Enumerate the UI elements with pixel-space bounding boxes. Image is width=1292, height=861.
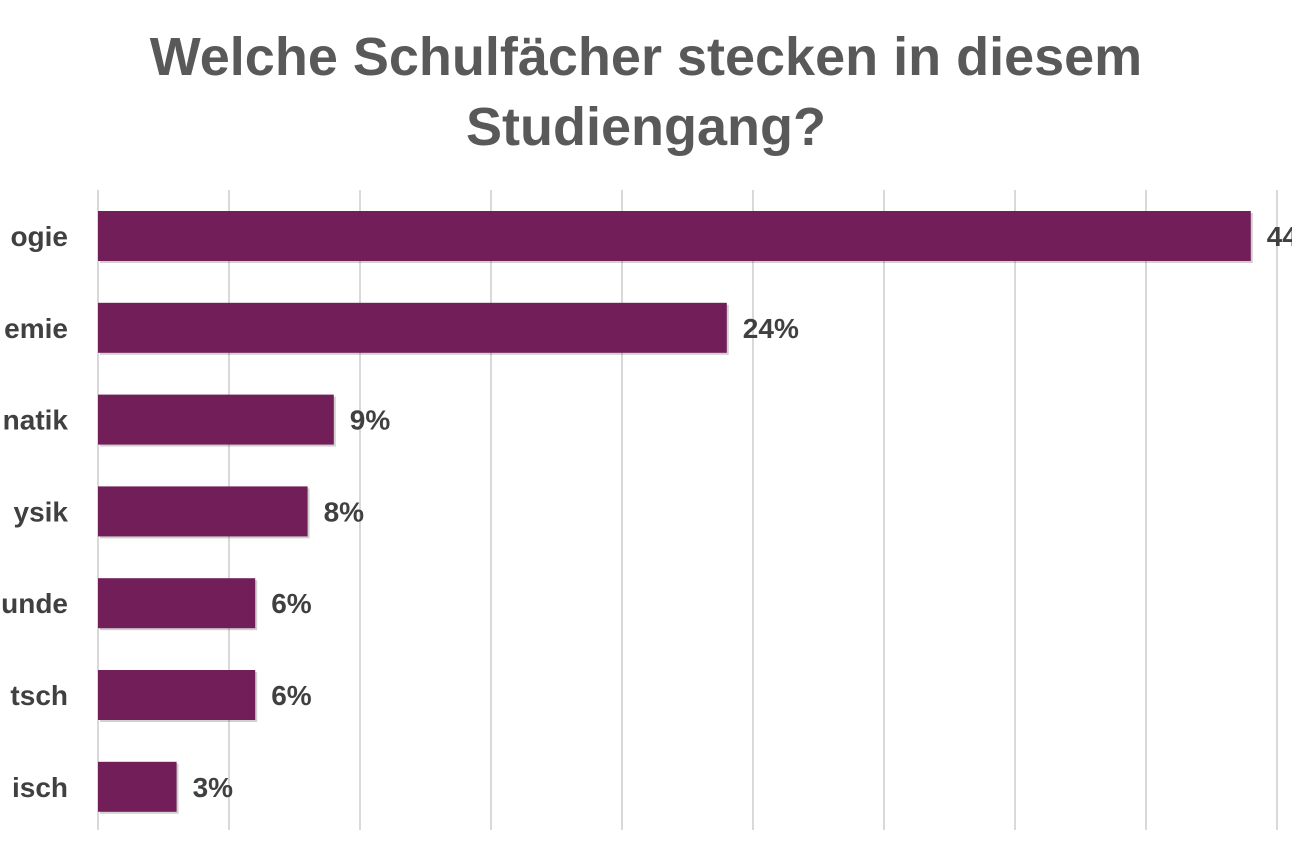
bar: [98, 761, 177, 812]
data-label: 3%: [193, 772, 234, 803]
category-label: unde: [1, 588, 68, 619]
category-label: emie: [4, 313, 68, 344]
data-label: 6%: [271, 588, 312, 619]
data-label: 44%: [1267, 221, 1292, 252]
category-label: tsch: [10, 680, 68, 711]
bar: [98, 394, 334, 445]
bar: [98, 302, 727, 353]
category-label: ysik: [14, 496, 69, 527]
data-label: 9%: [350, 405, 391, 436]
data-label: 6%: [271, 680, 312, 711]
category-label: isch: [12, 772, 68, 803]
bar: [98, 578, 256, 629]
chart-title-line-1: Welche Schulfächer stecken in diesem: [149, 27, 1143, 87]
data-label: 8%: [324, 496, 365, 527]
chart-title: Welche Schulfächer stecken in diesem Stu…: [0, 22, 1292, 162]
category-label: ogie: [10, 221, 68, 252]
chart-title-line-2: Studiengang?: [466, 97, 826, 157]
bar: [98, 211, 1251, 261]
category-label: natik: [3, 405, 69, 436]
bar: [98, 486, 308, 537]
bar: [98, 670, 256, 720]
data-label: 24%: [743, 313, 799, 344]
